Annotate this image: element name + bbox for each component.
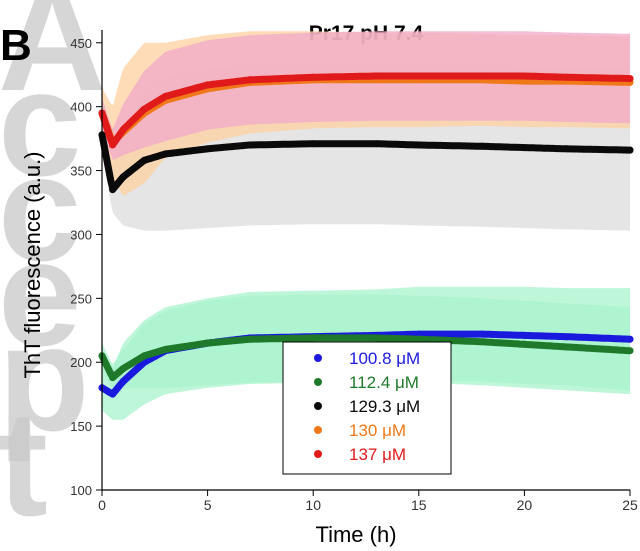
x-tick-label: 10 xyxy=(305,497,321,513)
data-point xyxy=(140,352,148,360)
data-point xyxy=(109,390,117,398)
data-point xyxy=(309,140,317,148)
data-point xyxy=(626,146,634,154)
data-point xyxy=(204,145,212,153)
data-point xyxy=(309,334,317,342)
legend: 100.8 μM 112.4 μM 129.3 μM 130 μM 137 μM xyxy=(282,341,452,475)
data-point xyxy=(626,335,634,343)
data-point xyxy=(109,186,117,194)
legend-label: 129.3 μM xyxy=(349,397,420,416)
y-tick-label: 100 xyxy=(70,483,92,498)
y-ticks: 100 150 200 250 300 350 400 450 xyxy=(70,36,102,498)
data-point xyxy=(161,150,169,158)
series-line xyxy=(98,72,634,148)
y-tick-label: 450 xyxy=(70,36,92,51)
data-point xyxy=(109,374,117,382)
data-point xyxy=(161,345,169,353)
y-tick-label: 300 xyxy=(70,227,92,242)
x-axis-label: Time (h) xyxy=(315,522,396,547)
data-point xyxy=(373,72,381,80)
data-point xyxy=(415,72,423,80)
data-point xyxy=(415,141,423,149)
data-point xyxy=(563,145,571,153)
legend-marker xyxy=(314,354,322,362)
data-point xyxy=(478,142,486,150)
data-point xyxy=(520,340,528,348)
series-lines xyxy=(98,72,634,398)
series-line xyxy=(98,76,634,146)
data-point xyxy=(478,72,486,80)
data-point xyxy=(109,141,117,149)
data-point xyxy=(204,339,212,347)
data-point xyxy=(119,365,127,373)
legend-marker xyxy=(314,378,322,386)
data-point xyxy=(246,141,254,149)
legend-marker xyxy=(314,450,322,458)
data-point xyxy=(478,330,486,338)
watermark: A c c e p t xyxy=(0,0,106,547)
y-tick-label: 350 xyxy=(70,164,92,179)
legend-marker xyxy=(314,402,322,410)
data-point xyxy=(373,140,381,148)
legend-label: 130 μM xyxy=(349,421,406,440)
data-point xyxy=(563,73,571,81)
data-point xyxy=(520,331,528,339)
data-point xyxy=(626,347,634,355)
watermark-letter: A xyxy=(0,0,106,122)
x-tick-label: 25 xyxy=(622,497,638,513)
x-tick-label: 0 xyxy=(98,497,106,513)
y-axis-label: ThT fluorescence (a.u.) xyxy=(20,151,45,378)
x-tick-label: 5 xyxy=(204,497,212,513)
data-point xyxy=(119,173,127,181)
x-tick-label: 20 xyxy=(517,497,533,513)
data-point xyxy=(309,73,317,81)
error-band xyxy=(102,31,630,161)
watermark-letter: c xyxy=(0,39,81,207)
data-point xyxy=(563,343,571,351)
data-point xyxy=(563,333,571,341)
data-point xyxy=(161,92,169,100)
data-point xyxy=(626,75,634,83)
data-point xyxy=(373,334,381,342)
data-point xyxy=(204,81,212,89)
y-tick-label: 400 xyxy=(70,100,92,115)
data-point xyxy=(119,126,127,134)
legend-label: 100.8 μM xyxy=(349,349,420,368)
legend-marker xyxy=(314,426,322,434)
data-point xyxy=(520,144,528,152)
y-tick-label: 150 xyxy=(70,419,92,434)
data-point xyxy=(246,76,254,84)
legend-box xyxy=(282,341,452,475)
y-tick-label: 250 xyxy=(70,291,92,306)
watermark-letter: t xyxy=(0,379,48,547)
legend-label: 137 μM xyxy=(349,445,406,464)
data-point xyxy=(119,377,127,385)
data-point xyxy=(246,335,254,343)
x-tick-label: 15 xyxy=(411,497,427,513)
data-point xyxy=(140,156,148,164)
watermark-letter: p xyxy=(0,294,90,462)
x-ticks: 0 5 10 15 20 25 xyxy=(98,490,638,513)
legend-label: 112.4 μM xyxy=(349,373,419,392)
watermark-letter: e xyxy=(0,209,81,377)
data-point xyxy=(520,72,528,80)
data-point xyxy=(140,105,148,113)
series-line xyxy=(98,334,634,381)
y-tick-label: 200 xyxy=(70,355,92,370)
panel-letter: B xyxy=(0,21,32,70)
series-line xyxy=(98,131,634,193)
data-point xyxy=(415,335,423,343)
watermark-letter: c xyxy=(0,124,81,292)
data-point xyxy=(478,338,486,346)
